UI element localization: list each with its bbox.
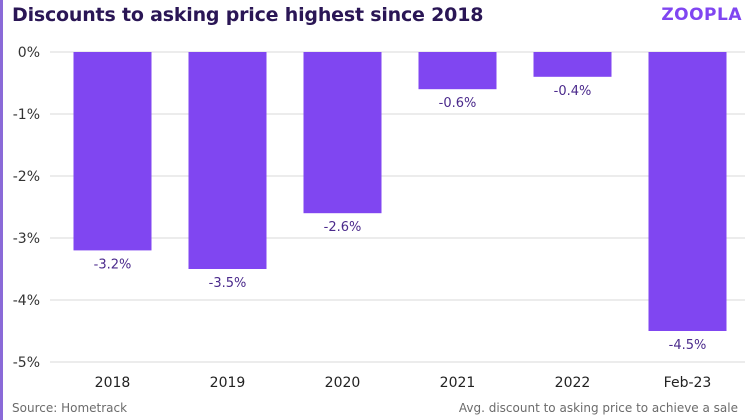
y-tick-label: -3% xyxy=(13,231,40,247)
data-label: -3.5% xyxy=(209,276,247,291)
x-tick-label: 2019 xyxy=(210,375,246,391)
y-tick-label: -2% xyxy=(13,169,40,185)
bar xyxy=(418,52,497,90)
bar xyxy=(73,52,152,251)
x-tick-label: 2021 xyxy=(440,375,476,391)
x-tick-label: 2018 xyxy=(95,375,131,391)
bar xyxy=(303,52,382,214)
bar xyxy=(533,52,612,77)
left-accent-bar xyxy=(0,0,3,420)
x-tick-label: Feb-23 xyxy=(664,375,712,391)
data-label: -0.4% xyxy=(554,84,592,99)
x-tick-label: 2022 xyxy=(555,375,591,391)
data-label: -3.2% xyxy=(94,257,132,272)
bar xyxy=(648,52,727,331)
data-label: -2.6% xyxy=(324,220,362,235)
bar xyxy=(188,52,267,269)
data-label: -0.6% xyxy=(439,96,477,111)
data-label: -4.5% xyxy=(669,338,707,353)
source-note: Source: Hometrack xyxy=(12,401,128,415)
y-tick-label: -5% xyxy=(13,355,40,371)
x-tick-label: 2020 xyxy=(325,375,361,391)
chart-footnote: Avg. discount to asking price to achieve… xyxy=(458,401,738,415)
y-tick-label: -4% xyxy=(13,293,40,309)
y-tick-label: 0% xyxy=(18,45,40,61)
zoopla-logo: ZOOPLA xyxy=(661,5,742,25)
chart-title: Discounts to asking price highest since … xyxy=(12,4,484,26)
y-tick-label: -1% xyxy=(13,107,40,123)
